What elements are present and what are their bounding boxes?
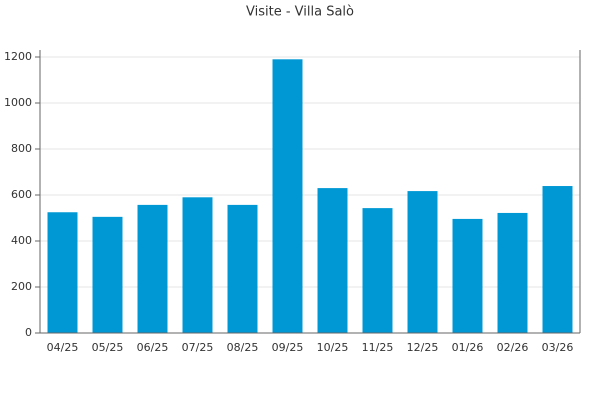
x-tick-label: 11/25 xyxy=(362,341,394,354)
x-tick-label: 10/25 xyxy=(317,341,349,354)
x-tick-label: 02/26 xyxy=(497,341,529,354)
y-tick-label: 0 xyxy=(25,326,32,339)
x-tick-label: 08/25 xyxy=(227,341,259,354)
bar xyxy=(92,216,123,333)
x-tick-label: 07/25 xyxy=(182,341,214,354)
y-tick-label: 1200 xyxy=(4,50,32,63)
bar xyxy=(137,204,168,333)
y-tick-label: 200 xyxy=(11,280,32,293)
bar xyxy=(182,197,213,333)
x-tick-label: 05/25 xyxy=(92,341,124,354)
bar xyxy=(542,186,573,333)
bar xyxy=(227,204,258,333)
x-tick-label: 04/25 xyxy=(47,341,79,354)
bar xyxy=(272,59,303,334)
x-tick-label: 12/25 xyxy=(407,341,439,354)
y-tick-label: 1000 xyxy=(4,96,32,109)
x-tick-label: 09/25 xyxy=(272,341,304,354)
chart-title: Visite - Villa Salò xyxy=(246,5,354,20)
y-tick-label: 400 xyxy=(11,234,32,247)
bar xyxy=(317,188,348,333)
x-tick-label: 01/26 xyxy=(452,341,484,354)
bar xyxy=(407,191,438,333)
x-tick-label: 06/25 xyxy=(137,341,169,354)
bar xyxy=(47,212,78,333)
y-tick-label: 600 xyxy=(11,188,32,201)
y-tick-label: 800 xyxy=(11,142,32,155)
bar xyxy=(452,218,483,333)
bar xyxy=(362,208,393,333)
bar xyxy=(497,212,528,333)
x-tick-label: 03/26 xyxy=(542,341,574,354)
